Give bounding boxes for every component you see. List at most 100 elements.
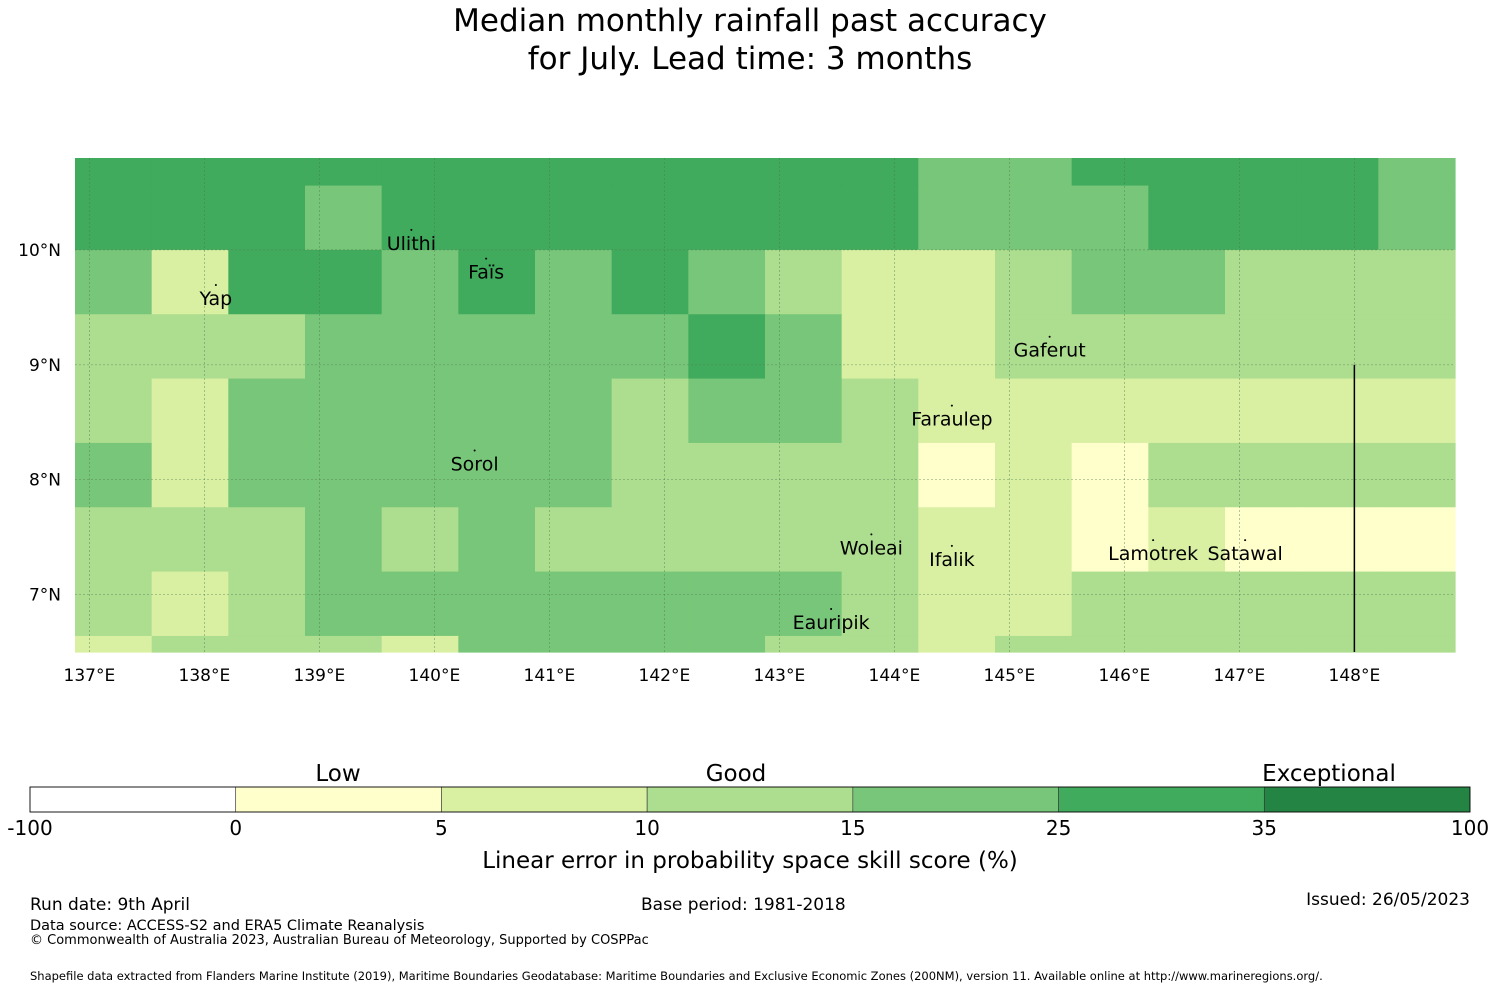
heatmap-cell	[535, 507, 613, 573]
heatmap-cell	[611, 249, 689, 315]
colorbar-segment	[1058, 786, 1265, 813]
heatmap-cell	[75, 249, 153, 315]
heatmap-cell	[1378, 185, 1456, 251]
location-label: Sorol	[451, 453, 499, 475]
location-label: Woleai	[840, 537, 903, 559]
heatmap-cell	[1148, 635, 1226, 653]
heatmap-cell	[151, 158, 229, 187]
heatmap-cell	[228, 442, 306, 508]
heatmap-cell	[918, 158, 996, 187]
location-label: Ulithi	[387, 233, 436, 255]
colorbar-tick-label: -100	[7, 816, 52, 840]
heatmap-cell	[1378, 442, 1456, 508]
heatmap-cell	[1225, 378, 1303, 444]
heatmap-cell	[841, 314, 919, 380]
heatmap-cell	[305, 158, 383, 187]
heatmap-cell	[1378, 249, 1456, 315]
colorbar-segment	[235, 786, 442, 813]
heatmap-cell	[535, 249, 613, 315]
heatmap-cell	[841, 507, 919, 573]
heatmap-cell	[381, 185, 459, 251]
heatmap-cell	[995, 571, 1073, 637]
heatmap-cell	[688, 185, 766, 251]
island-dot	[1244, 539, 1247, 542]
heatmap-cell	[918, 378, 996, 444]
copyright: © Commonwealth of Australia 2023, Austra…	[30, 933, 649, 948]
y-tick-label: 10°N	[18, 241, 61, 261]
heatmap-cell	[995, 158, 1073, 187]
heatmap-cell	[995, 507, 1073, 573]
heatmap-cell	[458, 158, 536, 187]
heatmap-cell	[1378, 571, 1456, 637]
x-tick-label: 148°E	[1329, 666, 1381, 686]
heatmap-cell	[151, 249, 229, 315]
heatmap-cell	[841, 185, 919, 251]
heatmap-cell	[1378, 158, 1456, 187]
heatmap-cell	[535, 314, 613, 380]
heatmap-cell	[765, 185, 843, 251]
heatmap-cell	[305, 249, 383, 315]
heatmap-cell	[535, 571, 613, 637]
x-tick-label: 138°E	[179, 666, 231, 686]
heatmap-cell	[1301, 314, 1379, 380]
heatmap-cell	[535, 185, 613, 251]
base-period: Base period: 1981-2018	[641, 895, 846, 915]
heatmap-cell	[151, 635, 229, 653]
shapefile-credit: Shapefile data extracted from Flanders M…	[30, 969, 1323, 983]
heatmap-cell	[688, 635, 766, 653]
heatmap-cell	[1378, 314, 1456, 380]
island-dot	[1048, 335, 1051, 338]
location-label: Satawal	[1207, 543, 1282, 565]
x-tick-label: 142°E	[639, 666, 691, 686]
location-labels: Ulithi Faïs Yap Gaferut Faraulep Sorol Woleai L…	[199, 228, 1283, 634]
gridlines	[75, 158, 1455, 652]
heatmap-cell	[995, 442, 1073, 508]
heatmap-cell	[381, 571, 459, 637]
x-tick-label: 137°E	[64, 666, 116, 686]
heatmap-cell	[75, 507, 153, 573]
heatmap-cell	[151, 378, 229, 444]
heatmap-cell	[1071, 571, 1149, 637]
heatmap-cell	[228, 571, 306, 637]
heatmap-cell	[1148, 571, 1226, 637]
heatmap-cell	[765, 571, 843, 637]
heatmap-cell	[228, 249, 306, 315]
x-tick-label: 147°E	[1214, 666, 1266, 686]
x-tick-label: 146°E	[1099, 666, 1151, 686]
island-dot	[870, 533, 873, 536]
heatmap-cell	[1378, 378, 1456, 444]
heatmap-cell	[458, 442, 536, 508]
heatmap-cell	[1071, 185, 1149, 251]
x-tick-label: 139°E	[294, 666, 346, 686]
heatmap-cell	[1301, 378, 1379, 444]
heatmap-cell	[611, 185, 689, 251]
heatmap-cell	[458, 314, 536, 380]
heatmap-cell	[1071, 158, 1149, 187]
heatmap-cell	[688, 442, 766, 508]
heatmap-cell	[1148, 442, 1226, 508]
heatmap-cell	[151, 571, 229, 637]
x-tick-label: 144°E	[869, 666, 921, 686]
heatmap-cell	[995, 314, 1073, 380]
heatmap-cell	[688, 507, 766, 573]
heatmap-cell	[1378, 635, 1456, 653]
axes: 137°E 138°E 139°E 140°E 141°E 142°E 143°E 144°E…	[18, 241, 1380, 686]
heatmap-cell	[228, 158, 306, 187]
heatmap-cell	[75, 442, 153, 508]
heatmap-cell	[611, 442, 689, 508]
location-label: Lamotrek	[1108, 543, 1198, 565]
y-tick-label: 7°N	[29, 586, 61, 606]
y-tick-label: 8°N	[29, 471, 61, 491]
colorbar-tick-label: 10	[634, 816, 659, 840]
heatmap-cell	[381, 378, 459, 444]
heatmap-cell	[1071, 378, 1149, 444]
heatmap-cell	[688, 249, 766, 315]
heatmap-cell	[765, 314, 843, 380]
heatmap-cell	[611, 571, 689, 637]
heatmap-cell	[1071, 507, 1149, 573]
chart-title: Median monthly rainfall past accuracy fo…	[0, 2, 1500, 78]
colorbar-segment	[441, 786, 648, 813]
heatmap-cell	[305, 442, 383, 508]
heatmap-cell	[841, 635, 919, 653]
heatmap-cell	[995, 185, 1073, 251]
